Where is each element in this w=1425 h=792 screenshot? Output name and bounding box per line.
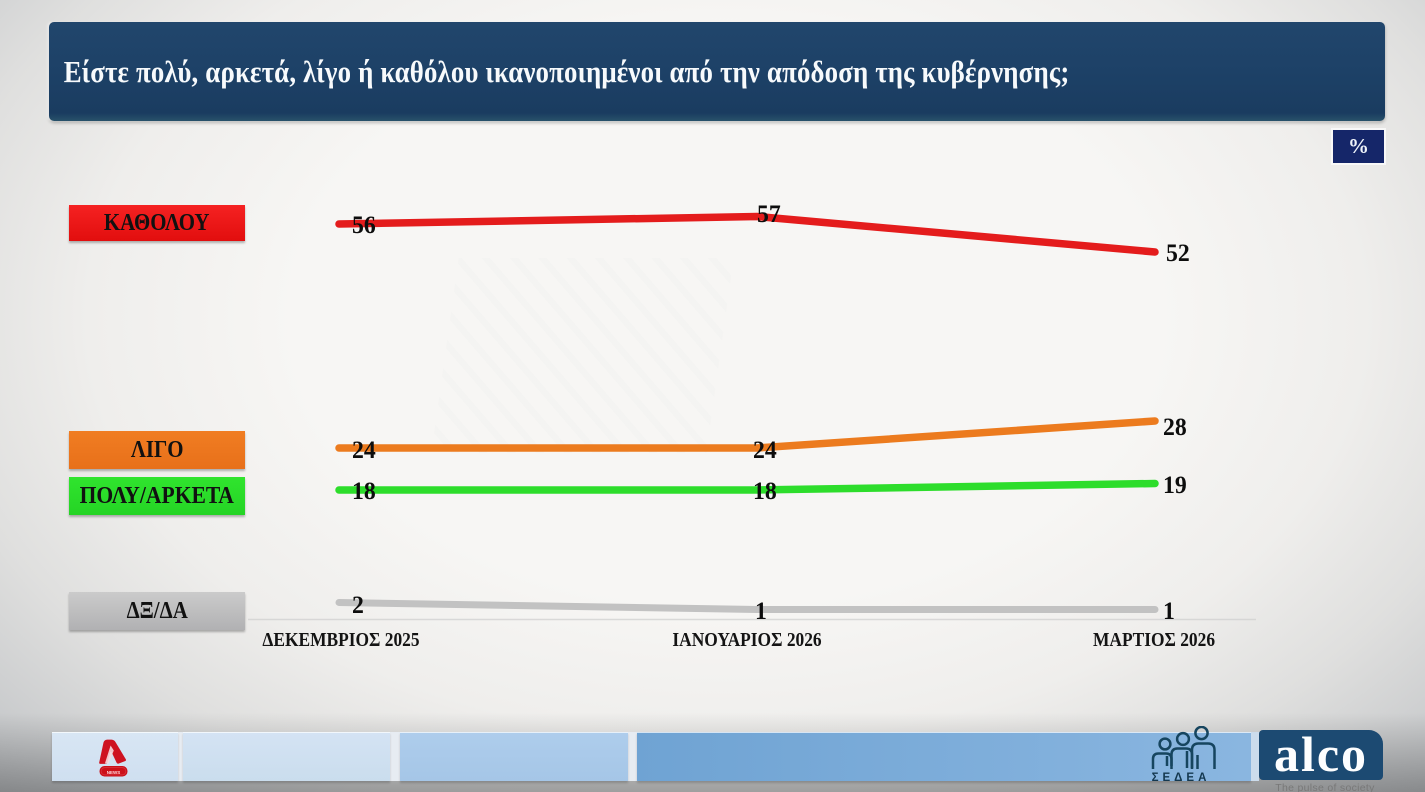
svg-text:NEWS: NEWS xyxy=(107,770,121,775)
